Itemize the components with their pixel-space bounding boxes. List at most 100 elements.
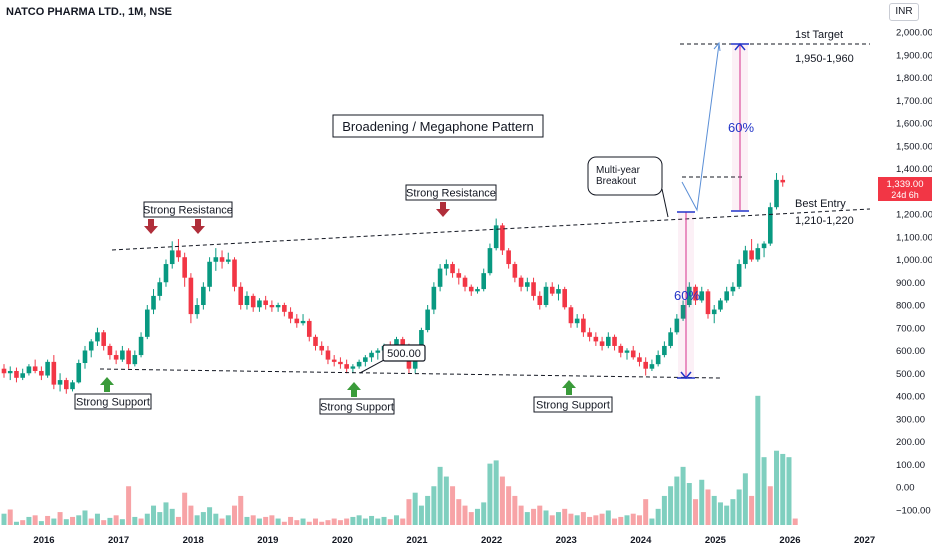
y-axis-label: −100.00: [896, 505, 931, 516]
candle-body: [282, 305, 287, 312]
volume-bar: [711, 495, 717, 525]
volume-bar: [668, 486, 674, 525]
volume-bar: [400, 518, 406, 525]
volume-bar: [493, 460, 499, 525]
candle-body: [718, 300, 723, 310]
volume-bar: [512, 495, 518, 525]
volume-bar: [325, 520, 331, 525]
candle-body: [412, 355, 418, 369]
candle-body: [288, 311, 293, 319]
candle-body: [699, 291, 705, 301]
entry-range-label: 1,210-1,220: [795, 215, 854, 227]
volume-bar: [487, 463, 493, 525]
volume-bar: [76, 515, 82, 525]
candle-body: [549, 286, 555, 294]
candle-body: [537, 295, 543, 305]
volume-bar: [63, 519, 69, 525]
volume-bar: [431, 486, 437, 525]
x-axis-label: 2023: [556, 535, 577, 546]
volume-bar: [481, 502, 487, 525]
volume-bar: [742, 473, 748, 525]
candle-body: [219, 257, 225, 262]
volume-bar: [686, 483, 692, 525]
volume-bar: [126, 486, 132, 525]
volume-bar: [319, 521, 325, 525]
candle-body: [481, 273, 487, 290]
volume-bar: [294, 520, 300, 525]
volume-bar: [194, 515, 200, 525]
volume-bar: [456, 499, 462, 525]
volume-bar: [524, 512, 530, 525]
candle-body: [163, 264, 169, 283]
x-axis-label: 2026: [779, 535, 800, 546]
entry-label: Best Entry: [795, 198, 846, 210]
candle-body: [213, 257, 219, 262]
volume-bar: [232, 505, 238, 525]
candle-body: [182, 257, 187, 278]
volume-bar: [20, 520, 26, 525]
volume-bar: [82, 510, 88, 525]
candle-body: [344, 364, 349, 369]
volume-bar: [132, 516, 138, 525]
volume-bar: [350, 516, 356, 525]
candle-body: [375, 350, 381, 353]
currency-selector[interactable]: INR: [889, 3, 919, 21]
volume-bar: [749, 495, 755, 525]
candle-body: [518, 277, 524, 287]
volume-bar: [599, 513, 605, 525]
volume-bar: [337, 520, 343, 525]
candle-body: [269, 305, 275, 308]
volume-bar: [730, 499, 736, 525]
volume-bar: [269, 515, 275, 525]
candle-body: [475, 289, 480, 292]
candle-body: [574, 318, 580, 324]
volume-bar: [113, 515, 119, 525]
volume-bar: [362, 518, 368, 525]
candle-body: [599, 341, 605, 346]
candle-body: [512, 264, 518, 278]
candle-body: [568, 307, 574, 324]
resistance-arrow: [144, 219, 158, 234]
candle-body: [306, 320, 312, 337]
candle-body: [363, 357, 368, 362]
candle-body: [674, 318, 680, 333]
volume-bar: [45, 515, 51, 525]
target-range-label: 1,950-1,960: [795, 53, 854, 65]
candle-body: [637, 357, 642, 362]
target-label: 1st Target: [795, 29, 843, 41]
volume-bar: [724, 505, 730, 525]
candle-body: [581, 318, 586, 333]
volume-bar: [406, 499, 412, 525]
x-axis-label: 2022: [481, 535, 502, 546]
y-axis-label: 2,000.00: [896, 28, 932, 39]
candle-body: [20, 373, 25, 378]
volume-bar: [774, 450, 780, 525]
projected-path: [681, 43, 720, 212]
volume-bar: [630, 513, 636, 525]
x-axis-label: 2020: [332, 535, 353, 546]
candle-body: [313, 336, 318, 346]
volume-bar: [38, 521, 44, 525]
volume-bar: [649, 518, 655, 525]
candle-body: [207, 261, 212, 287]
lower-trendline: [99, 368, 721, 379]
volume-bar: [107, 517, 113, 525]
volume-bar: [119, 519, 125, 525]
candle-body: [263, 300, 268, 305]
volume-bar: [443, 476, 449, 525]
x-axis-label: 2019: [257, 535, 278, 546]
candle-body: [7, 370, 13, 374]
y-axis-label: 200.00: [896, 437, 925, 448]
volume-bar: [387, 519, 393, 525]
candle-body: [394, 339, 399, 349]
volume-bar: [381, 516, 387, 525]
candle-body: [755, 248, 761, 260]
upper-trendline: [111, 208, 871, 251]
volume-bar: [780, 453, 786, 525]
candle-body: [711, 309, 717, 315]
volume-bar: [275, 518, 281, 525]
support-label-box: [74, 393, 152, 410]
candle-body: [767, 207, 773, 244]
